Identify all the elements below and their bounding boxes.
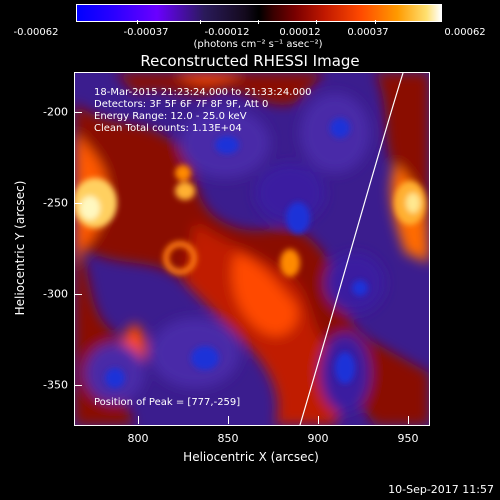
colorbar-tick-label: 0.00037 [347, 27, 389, 38]
x-tick-mark [318, 416, 319, 424]
x-tick-mark [138, 416, 139, 424]
rhessi-image-plot [74, 72, 430, 426]
image-title: Reconstructed RHESSI Image [140, 52, 360, 70]
emission-regions [75, 73, 429, 425]
y-tick-label: -250 [43, 196, 68, 210]
y-tick-mark [74, 294, 82, 295]
colorbar-tick-label: 0.00012 [279, 27, 321, 38]
info-clean-counts: Clean Total counts: 1.13E+04 [94, 123, 242, 134]
x-tick-label: 800 [127, 432, 149, 445]
colorbar-tick-mark [137, 20, 138, 24]
colorbar-unit: (photons cm⁻² s⁻¹ asec⁻²) [193, 39, 323, 50]
colorbar-tick-mark [200, 20, 201, 24]
colorbar-tick-mark [375, 20, 376, 24]
bright-sources [75, 118, 426, 388]
solar-limb-line [299, 73, 404, 425]
y-tick-mark [74, 385, 82, 386]
x-tick-label: 950 [397, 432, 419, 445]
x-tick-label: 850 [217, 432, 239, 445]
info-time-range: 18-Mar-2015 21:23:24.000 to 21:33:24.000 [94, 87, 312, 98]
colorbar-tick-label: -0.00037 [123, 27, 169, 38]
colorbar-tick-label: -0.00012 [204, 27, 250, 38]
colorbar-tick-label: 0.00062 [444, 27, 486, 38]
y-tick-mark [74, 203, 82, 204]
colorbar-tick-label: -0.00062 [13, 27, 59, 38]
y-tick-label: -200 [43, 105, 68, 119]
y-tick-label: -300 [43, 287, 68, 301]
x-tick-mark [408, 416, 409, 424]
x-tick-label: 900 [307, 432, 329, 445]
y-axis-label: Heliocentric Y (arcsec) [13, 180, 27, 316]
y-tick-mark [74, 112, 82, 113]
y-tick-label: -350 [43, 378, 68, 392]
colorbar [76, 4, 442, 22]
info-detectors: Detectors: 3F 5F 6F 7F 8F 9F, Att 0 [94, 99, 269, 110]
x-tick-mark [228, 416, 229, 424]
timestamp: 10-Sep-2017 11:57 [388, 483, 494, 496]
info-energy-range: Energy Range: 12.0 - 25.0 keV [94, 111, 247, 122]
info-peak-position: Position of Peak = [777,-259] [94, 397, 241, 408]
x-axis-label: Heliocentric X (arcsec) [183, 450, 319, 464]
colorbar-tick-mark [316, 20, 317, 24]
colorbar-tick-mark [258, 20, 259, 24]
rhessi-map [75, 73, 429, 425]
